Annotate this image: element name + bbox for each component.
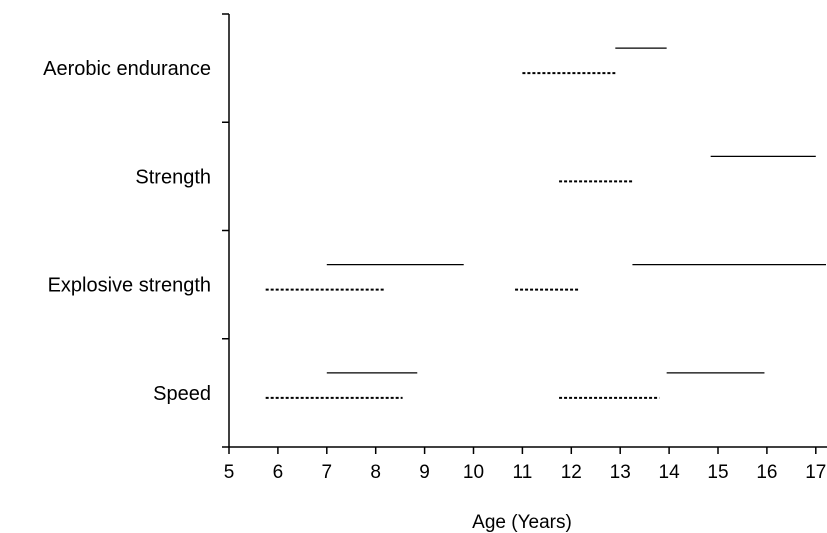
x-tick-label-12: 12 [561,462,582,483]
x-tick-label-9: 9 [419,462,430,483]
x-axis-title: Age (Years) [472,512,572,533]
x-tick-label-15: 15 [707,462,728,483]
axes [228,14,827,448]
range-segments [265,47,826,399]
category-label-strength: Strength [135,166,211,188]
x-tick-label-13: 13 [610,462,631,483]
category-label-aerobic-endurance: Aerobic endurance [43,58,211,80]
x-tick-label-11: 11 [513,462,533,483]
x-tick-label-6: 6 [273,462,284,483]
x-tick-label-8: 8 [370,462,381,483]
x-tick-label-10: 10 [463,462,484,483]
x-ticks [228,447,817,454]
category-label-speed: Speed [153,383,211,405]
x-tick-label-5: 5 [224,462,235,483]
x-tick-labels: 5 6 7 8 9 10 11 12 13 14 15 16 17 [224,462,827,483]
x-tick-label-17: 17 [805,462,826,483]
x-tick-label-7: 7 [322,462,333,483]
x-tick-label-16: 16 [756,462,777,483]
x-tick-label-14: 14 [659,462,681,483]
category-labels: Aerobic endurance Strength Explosive stren… [43,58,211,405]
y-ticks [222,13,229,448]
category-label-explosive-strength: Explosive strength [48,275,211,297]
